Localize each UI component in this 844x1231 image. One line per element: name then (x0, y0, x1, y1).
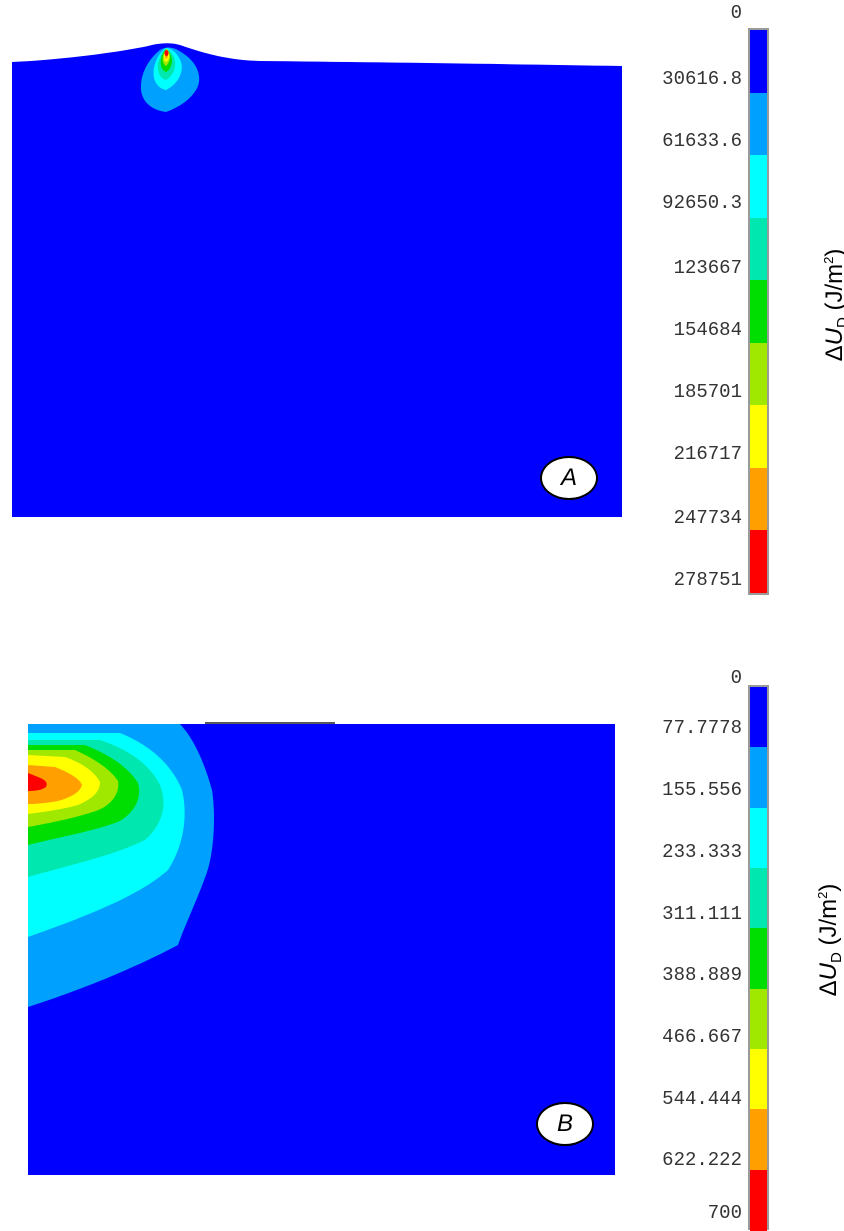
colorbar-units-label: ΔUD (J/m2) (815, 840, 844, 1040)
colorbar-tick: 0 (730, 667, 742, 689)
contour-plot-a (12, 43, 622, 518)
colorbar-segment (750, 342, 767, 406)
colorbar-segment (750, 530, 767, 594)
colorbar-segment (750, 467, 767, 531)
quantity-symbol: U (821, 328, 844, 345)
colorbar-segment (750, 1049, 767, 1110)
colorbar-segment (750, 1169, 767, 1231)
panel-b: 0 77.7778 155.556 233.333 311.111 388.88… (0, 615, 844, 1231)
panel-label-a: A (540, 456, 598, 500)
unit-power: 2 (821, 256, 836, 264)
panel-a: 0 30616.8 61633.6 92650.3 123667 154684 … (0, 0, 844, 615)
unit-text: (J/m (815, 898, 842, 953)
colorbar-tick: 30616.8 (662, 68, 742, 90)
colorbar-tick: 311.111 (662, 903, 742, 925)
colorbar-segment (750, 1109, 767, 1171)
colorbar-tick: 77.7778 (662, 717, 742, 739)
quantity-symbol: U (815, 963, 842, 981)
colorbar-segment (750, 155, 767, 219)
colorbar-segment (750, 807, 767, 869)
colorbar-segment (750, 687, 767, 748)
colorbar-tick: 700 (707, 1202, 742, 1224)
contour-plot-b (28, 722, 615, 1175)
colorbar-segment (750, 217, 767, 281)
colorbar-tick: 622.222 (662, 1149, 742, 1171)
panel-label-b: B (536, 1102, 594, 1146)
colorbar-segment (750, 280, 767, 344)
colorbar-tick: 123667 (673, 257, 742, 279)
colorbar-segment (750, 868, 767, 929)
colorbar-tick: 278751 (673, 569, 742, 591)
colorbar-units-label: ΔUD (J/m2) (821, 205, 844, 405)
colorbar-tick: 216717 (673, 443, 742, 465)
colorbar-segment (750, 928, 767, 990)
quantity-subscript: D (834, 317, 844, 328)
colorbar-tick: 466.667 (662, 1026, 742, 1048)
colorbar-b (748, 685, 769, 1231)
colorbar-tick: 544.444 (662, 1088, 742, 1110)
colorbar-tick: 233.333 (662, 841, 742, 863)
delta-symbol: Δ (815, 980, 842, 997)
colorbar-segment (750, 30, 767, 93)
colorbar-tick: 388.889 (662, 964, 742, 986)
unit-power: 2 (815, 891, 830, 899)
colorbar-tick: 155.556 (662, 779, 742, 801)
colorbar-tick: 154684 (673, 319, 742, 341)
colorbar-segment (750, 92, 767, 156)
colorbar-segment (750, 988, 767, 1050)
colorbar-tick: 61633.6 (662, 130, 742, 152)
delta-symbol: Δ (821, 345, 844, 361)
colorbar-tick: 185701 (673, 381, 742, 403)
unit-close: ) (821, 249, 844, 257)
colorbar-tick: 0 (730, 2, 742, 24)
colorbar-segment (750, 405, 767, 469)
quantity-subscript: D (828, 952, 844, 964)
colorbar-tick: 92650.3 (662, 192, 742, 214)
colorbar-a (748, 28, 769, 595)
unit-text: (J/m (821, 263, 844, 311)
unit-close: ) (815, 883, 842, 892)
colorbar-segment (750, 747, 767, 809)
colorbar-tick: 247734 (673, 507, 742, 529)
